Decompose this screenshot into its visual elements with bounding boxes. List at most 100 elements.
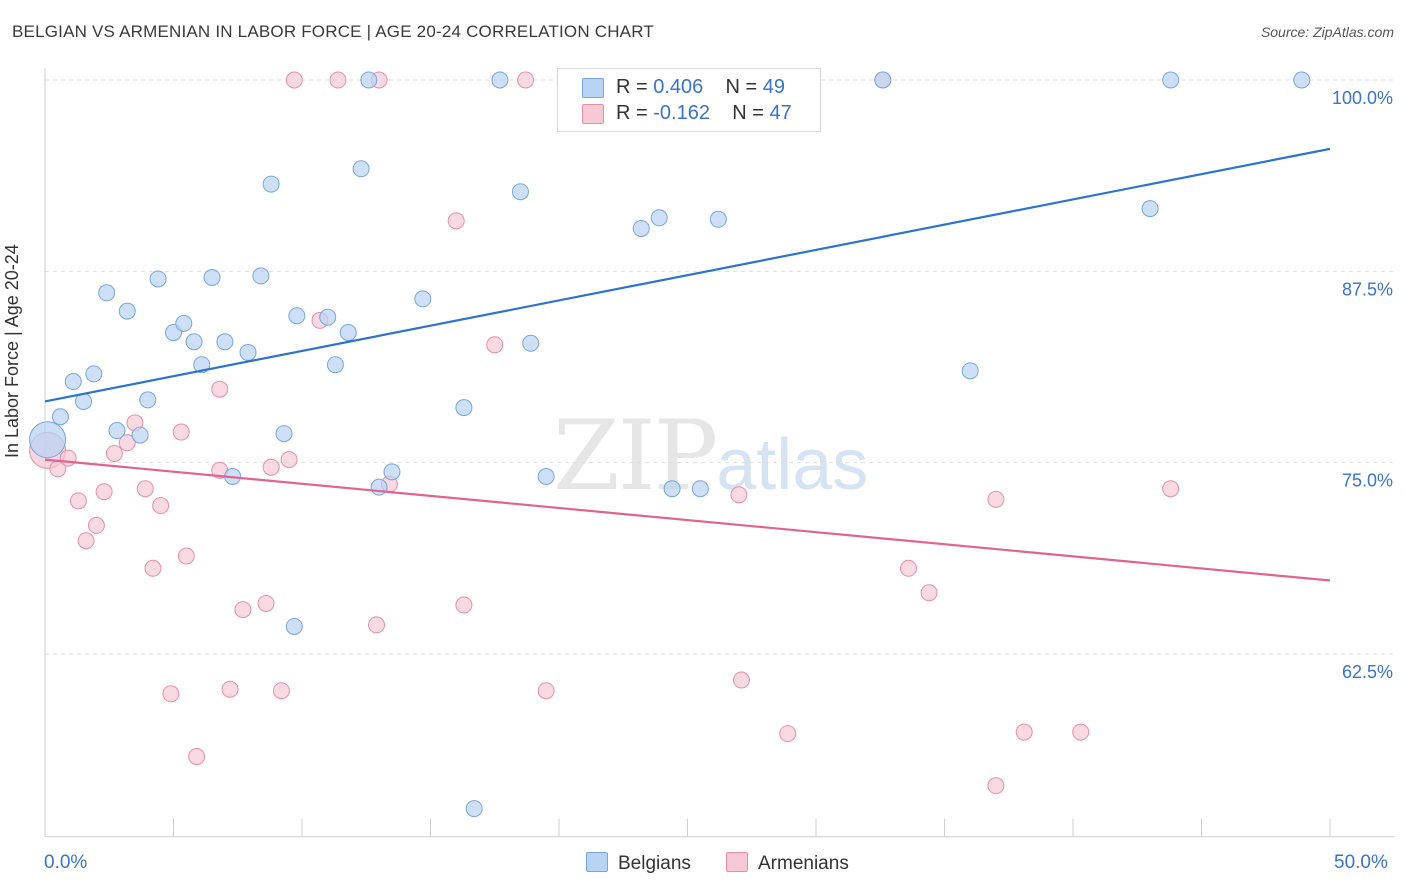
armenian-point [732,671,750,689]
armenian-point [162,685,180,703]
belgian-point [414,290,432,308]
armenian-point [447,212,465,230]
armenian-point [517,71,535,89]
belgian-point [874,71,892,89]
belgian-point [1293,71,1311,89]
belgian-point [193,356,211,374]
x-tick-label-max: 50.0% [1334,852,1388,873]
belgian-point [326,356,344,374]
belgian-n-label: N = [725,76,758,98]
armenian-point [77,532,95,550]
armenian-point [1072,723,1090,741]
belgian-legend-label: Belgians [618,853,691,874]
armenian-r-value: -0.162 [653,102,710,124]
belgian-point [339,324,357,342]
belgian-point [175,314,193,332]
chart-title: BELGIAN VS ARMENIAN IN LABOR FORCE | AGE… [12,22,654,41]
armenian-point [920,584,938,602]
belgian-point [288,307,306,325]
belgian-point [360,71,378,89]
belgian-point [650,209,668,227]
belgian-point [522,334,540,352]
armenian-point [285,71,303,89]
armenian-point [537,682,555,700]
armenian-point [455,596,473,614]
belgian-r-value: 0.406 [653,76,704,98]
belgian-point [29,421,67,459]
armenian-n-value: 47 [769,102,792,124]
belgian-point [465,800,483,818]
legend-item-armenians[interactable]: Armenians [726,852,849,875]
armenian-point [280,451,298,469]
armenian-point [211,380,229,398]
belgian-point [203,268,221,286]
correlation-legend: R = 0.406 N = 49 R = -0.162 N = 47 [557,68,821,132]
armenian-legend-swatch [726,852,748,872]
belgian-point [252,267,270,285]
axes [44,68,1395,838]
armenian-n-label: N = [732,102,764,124]
belgian-point [85,365,103,383]
y-tick-labels: 62.5% 75.0% 87.5% 100.0% [1332,88,1393,682]
belgian-point [383,463,401,481]
armenian-point [1162,480,1180,498]
armenian-points [29,71,1180,795]
belgian-points [29,71,1311,818]
armenian-point [221,680,239,698]
armenian-point [172,423,190,441]
belgian-point [370,478,388,496]
belgian-point [491,71,509,89]
belgian-point [185,333,203,351]
belgian-point [118,302,136,320]
belgian-point [511,183,529,201]
armenian-point [257,594,275,612]
armenian-point [87,516,105,534]
armenian-swatch [582,104,604,124]
belgian-point [691,480,709,498]
belgian-point [961,362,979,380]
armenian-point [262,458,280,476]
armenian-point [368,616,386,634]
belgian-point [139,391,157,409]
y-tick-label-0: 62.5% [1342,662,1393,682]
watermark: ZIPatlas [553,400,868,512]
armenian-point [177,547,195,565]
armenian-point [152,497,170,515]
armenian-point [779,725,797,743]
belgian-point [108,422,126,440]
armenian-point [95,483,113,501]
y-axis-label: In Labor Force | Age 20-24 [2,244,22,458]
belgian-swatch [582,78,604,98]
armenian-trend-line [44,458,1331,582]
armenian-point [69,492,87,510]
belgian-point [64,373,82,391]
armenian-point [1015,723,1033,741]
armenian-point [730,486,748,504]
belgian-point [1141,200,1159,218]
armenian-legend-label: Armenians [758,853,849,874]
belgian-legend-swatch [586,852,608,872]
armenian-point [105,444,123,462]
belgian-point [663,480,681,498]
x-tick-label-min: 0.0% [44,852,88,873]
armenian-point [118,434,136,452]
belgian-point [1162,71,1180,89]
legend-item-belgians[interactable]: Belgians [586,852,691,875]
armenian-point [329,71,347,89]
belgian-trend-line [44,147,1331,403]
belgian-point [285,617,303,635]
belgian-point [239,343,257,361]
armenian-point [59,449,77,467]
belgian-n-value: 49 [762,76,786,98]
armenian-point [234,601,252,619]
armenian-point [987,490,1005,508]
belgian-point [537,467,555,485]
y-tick-label-1: 75.0% [1342,471,1393,491]
armenian-point [486,336,504,354]
belgian-point [262,175,280,193]
watermark-zip: ZIP [553,400,718,512]
belgian-point [632,219,650,237]
armenian-r-label: R = [616,102,648,124]
armenian-point [144,559,162,577]
source-label: Source: ZipAtlas.com [1260,24,1394,40]
